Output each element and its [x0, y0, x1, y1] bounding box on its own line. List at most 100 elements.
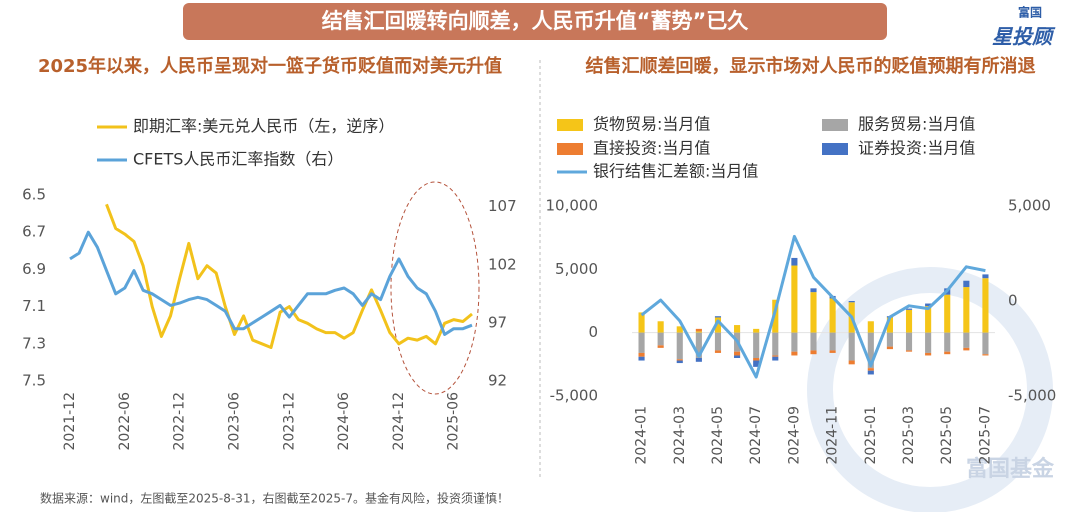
bar: [982, 354, 989, 356]
y2-tick-label: -5,000: [1008, 387, 1056, 405]
bar: [810, 288, 817, 293]
y-tick-label: 7.5: [22, 372, 46, 390]
legend-label: CFETS人民币汇率指数（右）: [133, 150, 343, 169]
bar: [925, 352, 932, 356]
page-title: 结售汇回暖转向顺差，人民币升值“蓄势”已久: [322, 9, 749, 33]
y-tick-label: 7.1: [22, 297, 46, 315]
legend-label: 直接投资:当月值: [593, 139, 710, 158]
bar: [753, 328, 760, 333]
bar: [925, 303, 932, 307]
bar: [848, 332, 855, 361]
x-tick-label: 2025-06: [446, 392, 462, 451]
bar: [905, 309, 913, 333]
legend-swatch: [822, 119, 848, 131]
legend-swatch: [557, 119, 583, 131]
bar: [676, 332, 683, 360]
bar: [676, 360, 683, 364]
bar: [638, 332, 645, 353]
bar: [676, 359, 683, 361]
bar: [753, 360, 760, 367]
y-tick-label: 5,000: [555, 260, 598, 278]
bar: [791, 351, 798, 356]
bar: [982, 332, 989, 355]
x-tick-label: 2025-05: [939, 406, 955, 465]
bar: [714, 332, 722, 351]
bar: [982, 274, 989, 279]
bar: [638, 356, 645, 361]
highlight-ellipse: [390, 181, 480, 395]
y2-tick-label: 5,000: [1008, 197, 1051, 215]
y2-tick-label: 97: [488, 313, 507, 331]
bar: [695, 358, 702, 362]
x-tick-label: 2024-11: [825, 406, 841, 465]
x-tick-label: 2025-07: [977, 406, 993, 465]
title-banner: [183, 3, 887, 40]
bar: [791, 265, 798, 333]
bar: [925, 306, 932, 333]
bar: [657, 332, 664, 346]
chart-title: 结售汇顺差回暖，显示市场对人民币的贬值预期有所消退: [585, 56, 1036, 77]
x-tick-label: 2023-06: [226, 392, 242, 451]
bar: [905, 350, 913, 352]
bar: [638, 352, 645, 357]
y-tick-label: 6.9: [22, 260, 46, 278]
legend-label: 货物贸易:当月值: [593, 115, 710, 134]
x-tick-label: 2025-03: [901, 406, 917, 465]
bar: [791, 332, 798, 352]
y2-tick-label: 102: [488, 255, 517, 273]
bar: [867, 370, 874, 375]
logo-bottom: 星投顾: [992, 25, 1056, 49]
bar: [657, 321, 664, 333]
bar: [944, 332, 951, 352]
y2-tick-label: 92: [488, 372, 507, 390]
bar: [695, 331, 702, 333]
x-tick-label: 2024-07: [748, 406, 764, 465]
bar: [963, 347, 970, 351]
bar: [772, 332, 779, 356]
y-tick-label: 6.7: [22, 223, 46, 241]
x-tick-label: 2024-03: [672, 406, 688, 465]
bar: [848, 301, 855, 303]
bar: [791, 257, 798, 266]
legend-label: 证券投资:当月值: [858, 139, 975, 158]
legend-label: 即期汇率:美元兑人民币（左，逆序）: [133, 117, 394, 136]
bar: [944, 351, 951, 355]
x-tick-label: 2022-12: [172, 392, 188, 451]
x-tick-label: 2024-06: [336, 392, 352, 451]
bar: [714, 317, 722, 333]
watermark: 富国基金: [966, 456, 1055, 482]
bar: [734, 351, 741, 356]
legend-swatch: [822, 143, 848, 155]
bar: [886, 332, 893, 347]
x-tick-label: 2024-12: [391, 392, 407, 451]
x-tick-label: 2024-09: [786, 406, 802, 465]
bar: [657, 345, 664, 348]
bar: [714, 350, 722, 353]
bar: [944, 294, 951, 333]
legend-swatch: [557, 143, 583, 155]
x-tick-label: 2024-01: [634, 406, 650, 465]
bar: [734, 355, 741, 358]
bar: [963, 280, 970, 288]
bar: [867, 321, 874, 333]
x-tick-label: 2021-12: [62, 392, 78, 451]
watermark-logo: [807, 267, 1053, 512]
bar: [925, 332, 932, 353]
bar: [886, 346, 893, 350]
y-tick-label: 10,000: [546, 197, 599, 215]
bar: [848, 360, 855, 365]
bar: [886, 317, 893, 333]
bar: [772, 299, 779, 333]
bar: [867, 332, 874, 369]
x-tick-label: 2025-01: [863, 406, 879, 465]
x-tick-label: 2022-06: [117, 392, 133, 451]
bar: [810, 350, 817, 355]
bar: [676, 326, 683, 333]
series-line: [69, 230, 473, 336]
bar: [638, 312, 645, 333]
bar: [867, 368, 874, 371]
x-tick-label: 2023-12: [281, 392, 297, 451]
bar: [772, 356, 779, 361]
